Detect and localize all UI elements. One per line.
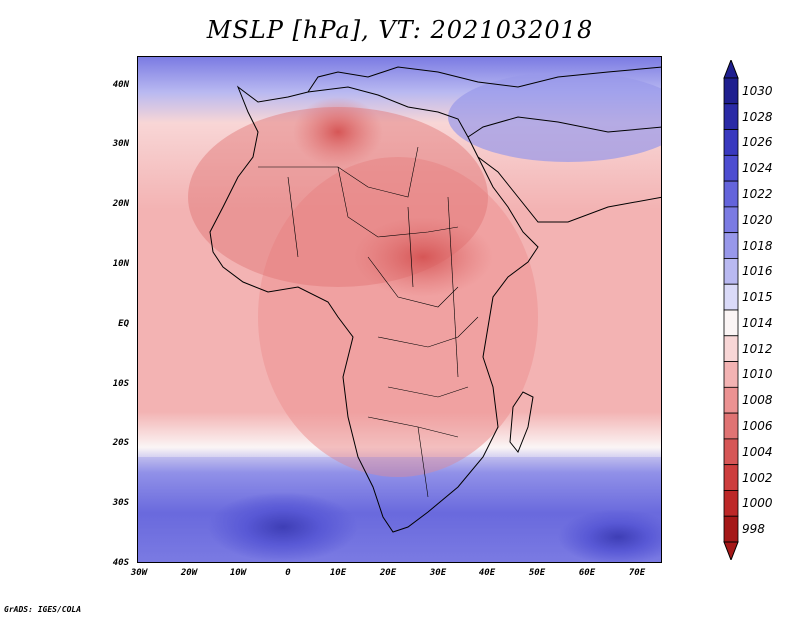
lon-label-30e: 30E xyxy=(429,568,447,578)
country-borders xyxy=(258,146,479,498)
lon-label-0: 0 xyxy=(285,568,291,578)
colorbar-label: 1012 xyxy=(742,341,773,356)
colorbar-label: 1020 xyxy=(742,212,773,227)
lat-label-30s: 30S xyxy=(112,498,129,508)
colorbar-cell xyxy=(723,283,739,311)
lat-label-20n: 20N xyxy=(112,199,129,209)
colorbar-label: 1006 xyxy=(742,419,773,433)
colorbar-label: 1004 xyxy=(742,444,773,459)
coastlines xyxy=(209,66,661,533)
colorbar-cell xyxy=(723,103,739,130)
colorbar-label: 1014 xyxy=(742,315,773,330)
colorbar-cell xyxy=(723,258,739,285)
colorbar-cell xyxy=(723,309,739,337)
lon-label-40e: 40E xyxy=(478,568,496,578)
south-indian-high xyxy=(558,509,661,562)
colorbar-label: 1016 xyxy=(742,264,773,279)
colorbar-cell xyxy=(723,180,739,208)
colorbar-cell xyxy=(723,490,739,517)
lat-label-20s: 20S xyxy=(112,438,129,448)
lon-label-10e: 10E xyxy=(329,568,347,578)
colorbar-cell xyxy=(723,464,739,491)
colorbar-cell xyxy=(723,412,739,440)
lon-label-70e: 70E xyxy=(628,568,646,578)
lon-label-60e: 60E xyxy=(578,568,596,578)
map-plot-area xyxy=(137,56,662,563)
lat-label-10s: 10S xyxy=(112,379,129,389)
lon-label-10w: 10W xyxy=(229,568,247,578)
sudan-low xyxy=(353,217,493,297)
colorbar-cell xyxy=(723,206,739,234)
colorbar xyxy=(723,60,739,560)
colorbar-bottom-arrow xyxy=(723,541,739,560)
colorbar-label: 1010 xyxy=(742,367,773,382)
colorbar-cell xyxy=(723,232,739,259)
lon-label-30w: 30W xyxy=(130,568,148,578)
colorbar-label: 1022 xyxy=(742,187,773,201)
lat-label-eq: EQ xyxy=(118,319,129,329)
colorbar-label: 1024 xyxy=(742,161,773,176)
chart-title: MSLP [hPa], VT: 2021032018 xyxy=(206,16,594,44)
southern-ocean xyxy=(138,457,661,562)
colorbar-cell xyxy=(723,129,739,156)
colorbar-label: 1002 xyxy=(742,470,773,485)
grads-credit: GrADS: IGES/COLA xyxy=(4,605,82,614)
colorbar-label: 1028 xyxy=(742,109,773,124)
colorbar-cell xyxy=(723,386,739,414)
colorbar-label: 1000 xyxy=(742,496,773,511)
colorbar-label: 1015 xyxy=(742,290,773,305)
colorbar-label: 998 xyxy=(742,522,765,537)
colorbar-cell xyxy=(723,154,739,182)
lat-label-30n: 30N xyxy=(112,139,129,149)
lon-label-50e: 50E xyxy=(528,568,546,578)
mslp-field-map xyxy=(138,57,661,562)
lon-label-20w: 20W xyxy=(180,568,198,578)
colorbar-cell xyxy=(723,361,739,388)
south-atlantic-high xyxy=(208,492,358,562)
colorbar-label: 1026 xyxy=(742,135,773,150)
colorbar-cell xyxy=(723,515,739,543)
colorbar-cell xyxy=(723,438,739,466)
lat-label-40s: 40S xyxy=(112,558,129,568)
colorbar-top-arrow xyxy=(723,60,739,79)
lat-label-40n: 40N xyxy=(112,80,129,90)
colorbar-cell xyxy=(723,335,739,362)
lon-label-20e: 20E xyxy=(379,568,397,578)
colorbar-label: 1008 xyxy=(742,393,773,408)
colorbar-cell xyxy=(723,77,739,105)
colorbar-label: 1030 xyxy=(742,83,773,98)
colorbar-label: 1018 xyxy=(742,238,773,253)
lat-label-10n: 10N xyxy=(112,259,129,269)
algeria-low xyxy=(293,97,383,167)
asia-high xyxy=(448,72,661,162)
colorbar-cells xyxy=(723,60,739,560)
